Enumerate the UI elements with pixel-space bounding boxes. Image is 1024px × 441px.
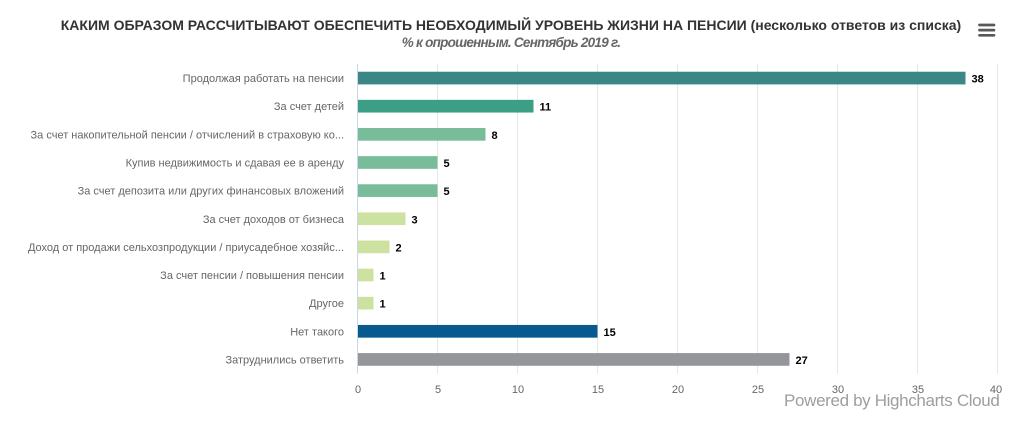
svg-text:2: 2 (396, 242, 402, 254)
svg-text:За счет пенсии / повышения пен: За счет пенсии / повышения пенсии (160, 270, 344, 282)
svg-text:5: 5 (444, 186, 450, 198)
svg-text:15: 15 (592, 384, 604, 396)
svg-text:За счет доходов от бизнеса: За счет доходов от бизнеса (203, 214, 345, 226)
svg-text:За счет накопительной пенсии /: За счет накопительной пенсии / отчислени… (31, 129, 344, 141)
svg-text:11: 11 (540, 102, 552, 114)
svg-text:3: 3 (412, 214, 418, 226)
svg-text:5: 5 (444, 158, 450, 170)
svg-text:0: 0 (355, 384, 361, 396)
svg-text:8: 8 (492, 130, 498, 142)
svg-text:Powered by Highcharts Cloud: Powered by Highcharts Cloud (784, 391, 999, 410)
svg-text:За счет депозита или других фи: За счет депозита или других финансовых в… (78, 186, 344, 198)
svg-text:Купив недвижимость и сдавая ее: Купив недвижимость и сдавая ее в аренду (126, 157, 345, 169)
svg-text:1: 1 (380, 271, 386, 283)
svg-text:Другое: Другое (309, 298, 344, 310)
svg-text:10: 10 (512, 384, 524, 396)
svg-text:% к опрошенным. Сентябрь 2019: % к опрошенным. Сентябрь 2019 г. (402, 35, 620, 50)
svg-text:Нет такого: Нет такого (290, 326, 344, 338)
svg-text:40: 40 (990, 384, 1002, 396)
svg-text:КАКИМ ОБРАЗОМ РАССЧИТЫВАЮТ ОБЕ: КАКИМ ОБРАЗОМ РАССЧИТЫВАЮТ ОБЕСПЕЧИТЬ НЕ… (61, 16, 961, 33)
svg-text:30: 30 (832, 384, 844, 396)
svg-text:Доход от продажи сельхозпродук: Доход от продажи сельхозпродукции / приу… (28, 242, 344, 254)
svg-text:20: 20 (672, 384, 684, 396)
svg-text:1: 1 (380, 299, 386, 311)
svg-text:5: 5 (435, 384, 441, 396)
svg-text:15: 15 (604, 327, 616, 339)
svg-text:35: 35 (912, 384, 924, 396)
svg-text:Продолжая работать на пенсии: Продолжая работать на пенсии (183, 73, 344, 85)
svg-text:Затруднились ответить: Затруднились ответить (225, 354, 344, 366)
svg-text:27: 27 (796, 355, 808, 367)
svg-text:За счет детей: За счет детей (274, 101, 344, 113)
svg-text:38: 38 (972, 74, 984, 86)
svg-text:25: 25 (752, 384, 764, 396)
